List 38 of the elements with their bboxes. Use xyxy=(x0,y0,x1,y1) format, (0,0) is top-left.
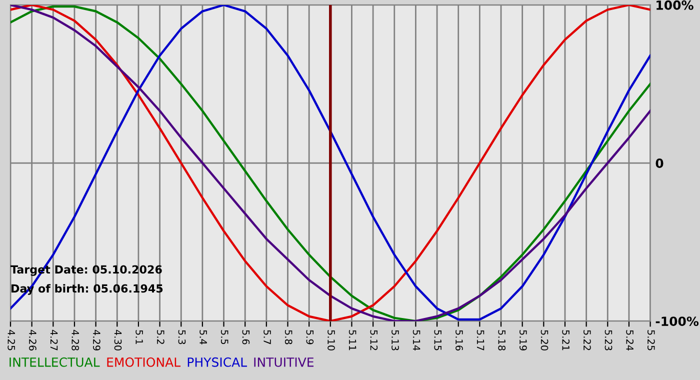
y-tick-label: 0 xyxy=(656,158,664,168)
text: INTELLECTUAL xyxy=(10,357,100,367)
x-tick-label: 5.23 xyxy=(604,330,612,350)
x-tick-label: 5.2 xyxy=(156,330,164,344)
x-tick-label: 5.1 xyxy=(136,330,143,344)
x-tick-label: 5.3 xyxy=(178,330,186,344)
x-tick-label: 5.12 xyxy=(370,330,378,350)
text: INTUITIVE xyxy=(254,358,314,367)
x-tick-label: 5.15 xyxy=(434,330,442,350)
x-tick-label: 5.14 xyxy=(412,330,420,351)
x-tick-label: 5.25 xyxy=(647,330,655,350)
x-tick-label: 5.6 xyxy=(242,330,250,344)
x-tick-label: 5.24 xyxy=(626,330,634,351)
x-tick-label: 5.21 xyxy=(562,330,570,350)
text: PHYSICAL xyxy=(188,357,248,367)
x-tick-label: 4.29 xyxy=(92,330,100,350)
x-tick-label: 5.7 xyxy=(264,330,271,344)
x-tick-label: 5.18 xyxy=(498,330,506,350)
x-tick-label: 5.22 xyxy=(584,330,591,350)
x-tick-label: 4.27 xyxy=(50,330,58,350)
x-tick-label: 5.9 xyxy=(306,330,314,344)
x-tick-label: 5.19 xyxy=(520,330,527,350)
x-tick-label: 5.11 xyxy=(348,330,356,350)
y-tick-label: 100% xyxy=(656,0,694,10)
x-tick-label: 4.25 xyxy=(8,330,16,350)
text: EMOTIONAL xyxy=(107,357,181,367)
x-tick-label: 5.17 xyxy=(476,330,484,350)
y-tick-label: -100% xyxy=(656,316,699,326)
x-tick-label: 5.8 xyxy=(284,330,292,344)
x-tick-label: 5.5 xyxy=(220,330,228,344)
x-tick-label: 5.16 xyxy=(456,330,463,350)
x-tick-label: 5.10 xyxy=(328,330,335,350)
x-tick-label: 5.20 xyxy=(540,330,548,350)
x-tick-label: 4.30 xyxy=(114,330,122,350)
x-tick-label: 4.28 xyxy=(72,330,80,350)
x-tick-label: 4.26 xyxy=(29,330,36,350)
x-tick-label: 5.4 xyxy=(200,330,207,344)
x-tick-label: 5.13 xyxy=(392,330,399,350)
